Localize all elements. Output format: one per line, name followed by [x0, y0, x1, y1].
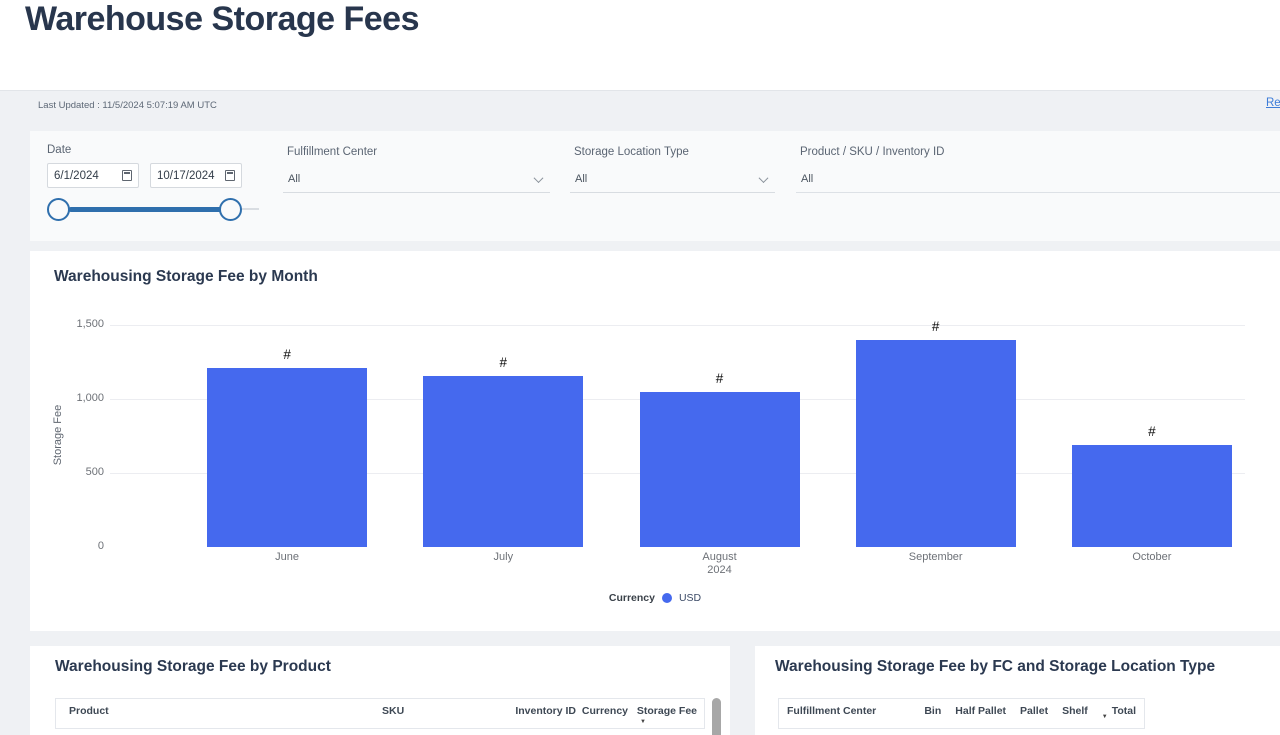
x-axis-label: July	[493, 551, 514, 563]
product-table-title: Warehousing Storage Fee by Product	[55, 658, 331, 675]
x-axis-sublabel: 2024	[707, 564, 732, 576]
x-axis-label: August 2024	[620, 551, 820, 577]
column-header-currency[interactable]: Currency	[581, 705, 628, 717]
bar-june[interactable]	[207, 367, 368, 547]
date-end-value: 10/17/2024	[157, 169, 215, 182]
chevron-down-icon	[533, 172, 544, 183]
bar-data-label: #	[931, 318, 940, 334]
legend-item-label[interactable]: USD	[678, 592, 702, 604]
filter-panel: Date 6/1/2024 10/17/2024	[30, 131, 1280, 241]
column-header-sku[interactable]: SKU	[382, 705, 405, 717]
column-header-inventory-id[interactable]: Inventory ID	[515, 705, 576, 717]
fulfillment-center-filter: Fulfillment Center All	[283, 146, 550, 193]
chart-yticks: 0 500 1,000 1,500	[44, 318, 104, 552]
date-start-input[interactable]: 6/1/2024	[47, 163, 139, 188]
monthly-chart-title: Warehousing Storage Fee by Month	[54, 268, 318, 285]
fc-table-title: Warehousing Storage Fee by FC and Storag…	[775, 658, 1216, 675]
bar-july[interactable]	[423, 376, 584, 547]
calendar-icon[interactable]	[122, 170, 132, 181]
bar-data-label: #	[499, 355, 508, 371]
column-header-fulfillment-center[interactable]: Fulfillment Center	[787, 705, 877, 717]
product-table-card: Warehousing Storage Fee by Product Produ…	[30, 646, 730, 735]
x-axis-label: June	[275, 551, 300, 563]
date-range-slider	[47, 198, 259, 223]
y-tick-label: 0	[97, 540, 104, 552]
y-tick-label: 500	[85, 466, 104, 478]
gridline	[110, 325, 1245, 326]
product-sku-inventory-label: Product / SKU / Inventory ID	[800, 146, 945, 158]
storage-location-type-label: Storage Location Type	[574, 146, 689, 158]
fulfillment-center-value: All	[288, 173, 301, 185]
slider-track-selected[interactable]	[69, 207, 224, 212]
legend-dot-icon	[661, 593, 672, 603]
fulfillment-center-dropdown[interactable]: All	[283, 166, 550, 193]
storage-location-type-filter: Storage Location Type All	[570, 146, 775, 193]
product-sku-inventory-filter: Product / SKU / Inventory ID All	[796, 146, 1280, 193]
column-header-half-pallet[interactable]: Half Pallet	[955, 705, 1007, 717]
product-table-scrollbar[interactable]	[712, 698, 721, 735]
fc-table-header: Fulfillment Center Bin Half Pallet Pallet Sh…	[778, 698, 1145, 729]
bar-data-label: #	[1148, 423, 1156, 439]
storage-location-type-value: All	[575, 173, 588, 185]
column-header-storage-fee[interactable]: Storage Fee ▼	[628, 705, 697, 725]
monthly-chart-card: Warehousing Storage Fee by Month Storage…	[30, 251, 1280, 631]
y-tick-label: 1,000	[76, 392, 104, 404]
bar-september[interactable]	[855, 339, 1016, 547]
legend-title: Currency	[608, 592, 655, 604]
chart-plot: # # # # #	[179, 319, 1260, 547]
date-inputs: 6/1/2024 10/17/2024	[47, 163, 242, 188]
column-header-total[interactable]: ▼ Total	[1101, 705, 1136, 720]
date-filter-label: Date	[47, 144, 72, 156]
sort-descending-icon: ▼	[1101, 714, 1108, 720]
product-table-header: Product SKU Inventory ID Currency Storage Fe…	[55, 698, 705, 729]
column-header-pallet[interactable]: Pallet	[1020, 705, 1049, 717]
column-header-product[interactable]: Product	[69, 705, 109, 717]
bar-august[interactable]	[639, 392, 800, 547]
reset-link[interactable]: Re	[1266, 97, 1280, 109]
calendar-icon[interactable]	[225, 170, 235, 181]
column-header-bin[interactable]: Bin	[924, 705, 942, 717]
x-axis-label: September	[908, 551, 963, 563]
column-header-shelf[interactable]: Shelf	[1062, 705, 1088, 717]
y-tick-label: 1,500	[76, 318, 104, 330]
chart-legend: Currency USD	[30, 592, 1280, 604]
bar-data-label: #	[283, 346, 291, 362]
report-body: Last Updated : 11/5/2024 5:07:19 AM UTC …	[0, 90, 1280, 735]
date-filter: Date 6/1/2024 10/17/2024	[47, 144, 242, 188]
date-start-value: 6/1/2024	[54, 169, 99, 182]
fc-table-card: Warehousing Storage Fee by FC and Storag…	[755, 646, 1280, 735]
sort-descending-icon: ▼	[640, 719, 646, 725]
bar-october[interactable]	[1071, 444, 1232, 547]
product-sku-inventory-value: All	[801, 173, 814, 185]
fulfillment-center-label: Fulfillment Center	[287, 146, 378, 158]
last-updated-text: Last Updated : 11/5/2024 5:07:19 AM UTC	[38, 100, 217, 111]
slider-handle-start[interactable]	[47, 198, 70, 221]
page-title: Warehouse Storage Fees	[25, 0, 419, 38]
slider-handle-end[interactable]	[219, 198, 242, 221]
chevron-down-icon	[758, 172, 769, 183]
date-end-input[interactable]: 10/17/2024	[150, 163, 242, 188]
x-axis-label: October	[1132, 551, 1172, 563]
bar-data-label: #	[715, 371, 724, 387]
storage-location-type-dropdown[interactable]: All	[570, 166, 775, 193]
product-sku-inventory-dropdown[interactable]: All	[796, 166, 1280, 193]
